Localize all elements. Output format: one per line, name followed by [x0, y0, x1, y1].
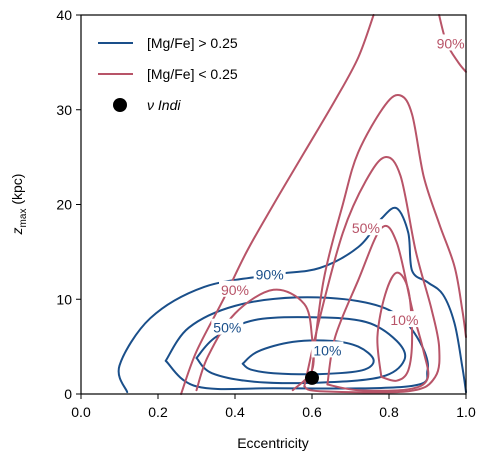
contour-line-series1-6: [438, 14, 467, 73]
y-tick-label: 40: [56, 7, 72, 23]
y-tick-label: 20: [56, 197, 72, 213]
y-tick-label: 0: [64, 386, 72, 402]
contour-layer: [117, 14, 467, 395]
legend-label-high-mgfe: [Mg/Fe] > 0.25: [147, 35, 238, 51]
x-tick-label: 0.6: [302, 404, 322, 420]
contour-line-series0-1: [195, 316, 407, 385]
y-tick-label: 10: [56, 291, 72, 307]
x-tick-label: 0.8: [379, 404, 399, 420]
contour-line-series1-4: [180, 14, 375, 395]
legend-label-nu-indi: ν Indi: [147, 97, 181, 113]
x-tick-label: 0.2: [148, 404, 168, 420]
contour-label: 90%: [437, 35, 465, 51]
y-axis-title-sub: max: [18, 209, 29, 228]
contour-label: 50%: [213, 320, 241, 336]
contour-label-layer: 10% 50% 90% 10% 50% 90% 90%: [211, 34, 467, 358]
contour-label-bg: [434, 34, 467, 51]
y-axis-ticks: 0 10 20 30 40: [56, 7, 81, 402]
legend-label-low-mgfe: [Mg/Fe] < 0.25: [147, 66, 238, 82]
x-axis-ticks: 0.0 0.2 0.4 0.6 0.8 1.0: [71, 394, 476, 420]
contour-line-series1-5: [311, 94, 467, 372]
contour-label-bg: [253, 265, 286, 282]
y-axis-title-unit: (kpc): [9, 174, 25, 209]
contour-line-series0-2: [164, 296, 429, 391]
contour-label: 90%: [221, 282, 249, 298]
y-axis-title-main: z: [9, 227, 25, 235]
data-point-nu-indi: [305, 370, 319, 385]
contour-line-series1-1: [326, 224, 430, 392]
point-layer: [305, 370, 319, 385]
contour-label-bg: [219, 280, 251, 297]
x-tick-label: 0.0: [71, 404, 91, 420]
contour-label: 10%: [390, 312, 418, 328]
contour-label-bg: [388, 311, 421, 328]
x-tick-label: 0.4: [225, 404, 245, 420]
contour-label-bg: [311, 341, 344, 358]
contour-label: 50%: [352, 220, 380, 236]
contour-label-bg: [211, 318, 244, 335]
x-axis-title: Eccentricity: [237, 435, 309, 451]
contour-line-series0-3: [117, 206, 467, 394]
x-tick-label: 1.0: [456, 404, 476, 420]
contour-line-series0-0: [241, 339, 375, 376]
contour-label: 90%: [256, 267, 284, 283]
y-axis-title: zmax (kpc): [9, 174, 29, 236]
contour-line-series1-2: [303, 156, 441, 394]
contour-label-bg: [349, 219, 382, 236]
legend: [Mg/Fe] > 0.25 [Mg/Fe] < 0.25 ν Indi: [98, 35, 238, 113]
legend-marker-nu-indi: [113, 98, 127, 112]
y-tick-label: 30: [56, 102, 72, 118]
contour-label: 10%: [313, 342, 341, 358]
